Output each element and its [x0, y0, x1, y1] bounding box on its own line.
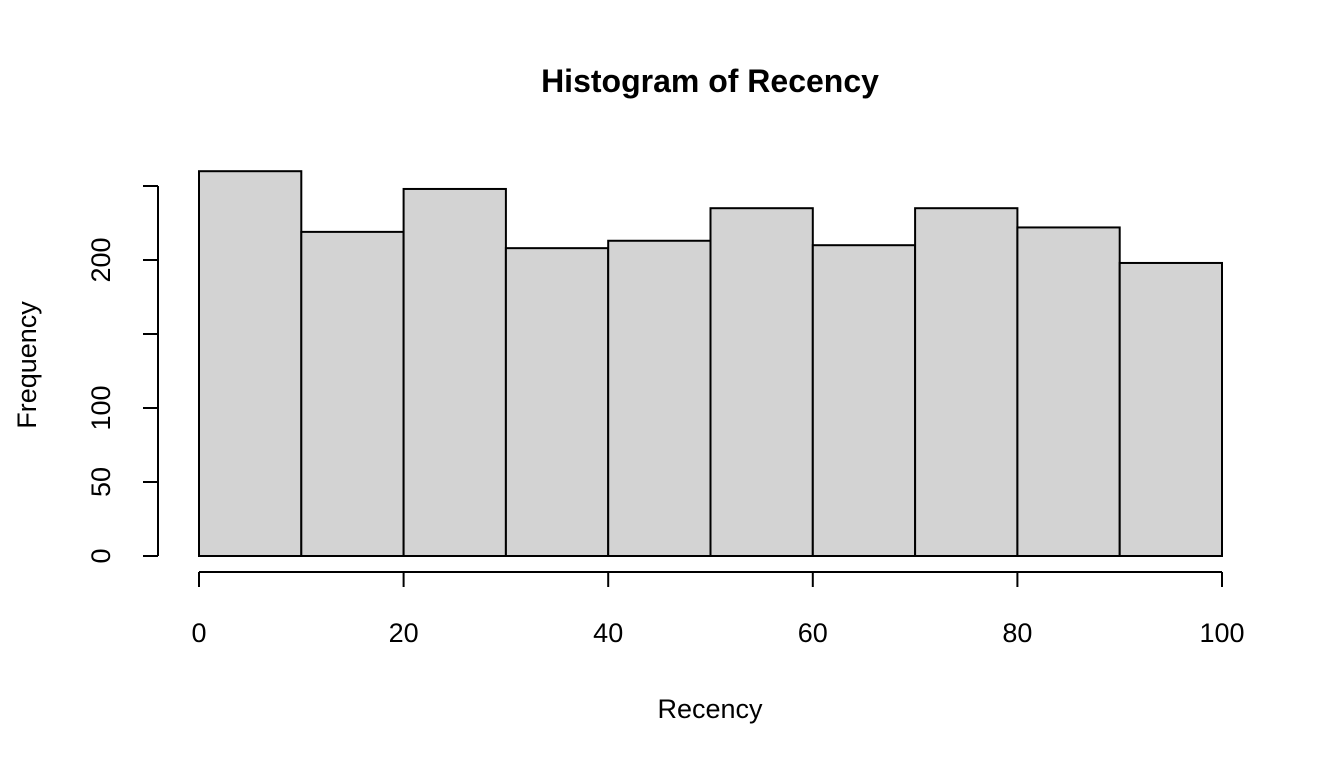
x-axis: 0 20 40 60 80 100	[191, 571, 1245, 648]
histogram-bar-8	[1016, 226, 1121, 557]
histogram-bar-4	[607, 239, 712, 557]
histogram-bar-1	[300, 230, 405, 557]
x-tick-label: 0	[191, 618, 206, 648]
x-axis-label: Recency	[657, 694, 763, 724]
y-tick-label: 50	[86, 467, 116, 497]
histogram-bar-0	[198, 170, 303, 557]
histogram-bar-5	[709, 207, 814, 557]
histogram-bar-2	[402, 187, 507, 558]
x-tick-label: 40	[593, 618, 623, 648]
histogram-bar-7	[914, 207, 1019, 557]
y-tick-label: 0	[86, 548, 116, 563]
histogram-bar-3	[504, 247, 610, 557]
x-tick-label: 60	[798, 618, 828, 648]
y-tick-label: 100	[86, 385, 116, 430]
x-tick-label: 100	[1199, 618, 1244, 648]
y-axis: 0 50 100 200	[86, 185, 159, 564]
histogram-bar-9	[1118, 261, 1223, 557]
y-axis-label: Frequency	[12, 301, 42, 429]
chart-title: Histogram of Recency	[541, 63, 879, 99]
x-tick-label: 80	[1002, 618, 1032, 648]
x-tick-label: 20	[389, 618, 419, 648]
bars-group	[198, 170, 1223, 558]
y-tick-label: 200	[86, 237, 116, 282]
histogram-bar-6	[811, 244, 917, 557]
